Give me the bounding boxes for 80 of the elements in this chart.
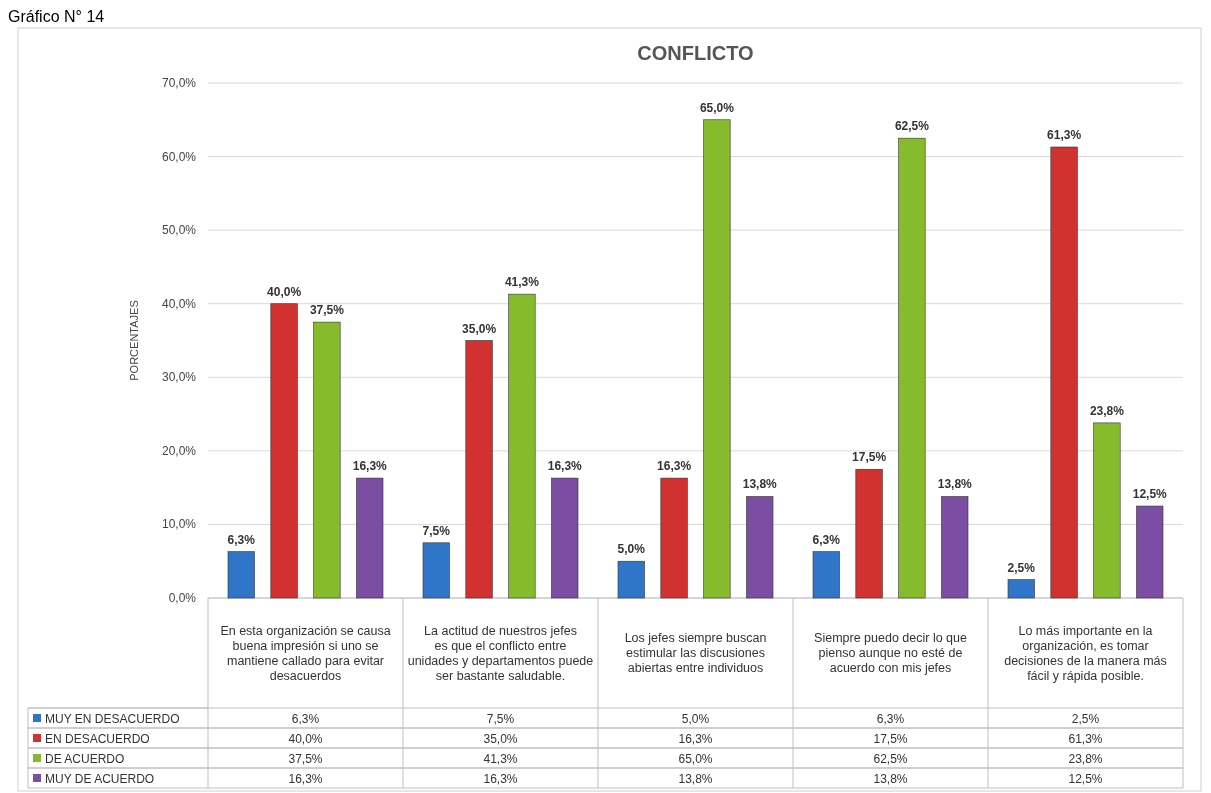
data-label: 41,3% — [483, 751, 518, 766]
bar — [941, 496, 969, 599]
bar — [1050, 146, 1078, 599]
text: 2,5% — [1007, 560, 1035, 575]
bar — [422, 542, 450, 599]
bar — [746, 496, 774, 599]
data-label: 13,8% — [873, 771, 908, 786]
y-tick-label: 20,0% — [161, 443, 197, 458]
y-tick-label: 40,0% — [161, 296, 197, 311]
data-label: 16,3% — [483, 771, 518, 786]
bar — [617, 560, 645, 599]
bar — [356, 477, 384, 599]
y-tick-label: 60,0% — [161, 149, 197, 164]
bar — [855, 468, 883, 599]
text: Gráfico N° 14 — [8, 8, 105, 25]
data-label: 23,8% — [1068, 751, 1103, 766]
data-label: 65,0% — [678, 751, 713, 766]
text: 37,5% — [309, 303, 344, 318]
data-label: 2,5% — [1071, 711, 1100, 726]
text: 16,3% — [352, 459, 387, 474]
bar — [1093, 422, 1121, 599]
data-label: 16,3% — [288, 771, 323, 786]
bar — [812, 551, 840, 599]
data-label: 62,5% — [873, 751, 908, 766]
text: 62,5% — [894, 119, 929, 134]
bar — [313, 321, 341, 599]
y-tick-label: 10,0% — [161, 517, 197, 532]
data-label: 35,0% — [483, 731, 518, 746]
bar — [551, 477, 579, 599]
text: 61,3% — [1047, 128, 1082, 143]
bar — [270, 303, 298, 599]
text: 5,0% — [617, 542, 645, 557]
text: 41,3% — [504, 275, 539, 290]
legend-label: MUY DE ACUERDO — [45, 771, 155, 786]
bar — [703, 119, 731, 599]
text: 40,0% — [267, 284, 302, 299]
y-tick-label: 30,0% — [161, 370, 197, 385]
text: 23,8% — [1089, 403, 1124, 418]
bar — [1136, 505, 1164, 599]
x-tick-label: La actitud de nuestros jefes es que el conflicto entre unidades y departamentos puede ser bastante saludable. — [407, 623, 594, 683]
text: 13,8% — [937, 477, 972, 492]
text: 13,8% — [742, 477, 777, 492]
bar — [508, 293, 536, 599]
data-label: 37,5% — [288, 751, 323, 766]
legend-label: MUY EN DESACUERDO — [45, 711, 180, 726]
text: 35,0% — [462, 321, 497, 336]
data-label: 61,3% — [1068, 731, 1103, 746]
bar — [898, 137, 926, 599]
text: 65,0% — [699, 100, 734, 115]
data-label: 7,5% — [486, 711, 515, 726]
text: 17,5% — [852, 450, 887, 465]
text: 16,3% — [657, 459, 692, 474]
bar — [660, 477, 688, 599]
data-label: 13,8% — [678, 771, 713, 786]
bar — [1007, 579, 1035, 599]
y-axis-title: PORCENTAJES — [128, 300, 140, 381]
x-tick-label: Lo más importante en la organización, es tomar decisiones de la manera más fácil y rápida posible. — [1004, 623, 1167, 683]
data-label: 40,0% — [288, 731, 323, 746]
x-tick-label: Siempre puedo decir lo que pienso aunque no esté de acuerdo con mis jefes — [814, 631, 967, 675]
bar — [465, 340, 493, 599]
y-tick-label: 50,0% — [161, 223, 197, 238]
x-tick-label: Los jefes siempre buscan estimular las discusiones abiertas entre individuos — [624, 631, 767, 675]
data-label: 5,0% — [681, 711, 710, 726]
text: 6,3% — [227, 532, 255, 547]
text: 7,5% — [422, 523, 450, 538]
text: 16,3% — [547, 459, 582, 474]
legend-label: DE ACUERDO — [45, 751, 125, 766]
text: 12,5% — [1132, 487, 1167, 502]
chart-title: CONFLICTO — [637, 42, 754, 64]
y-tick-label: 0,0% — [168, 591, 197, 605]
legend-label: EN DESACUERDO — [45, 731, 150, 746]
bar — [227, 551, 255, 599]
data-label: 6,3% — [291, 711, 320, 726]
x-tick-label: En esta organización se causa buena impresión si uno se mantiene callado para evitar desacuerdos — [220, 623, 391, 683]
data-label: 12,5% — [1068, 771, 1103, 786]
text: 6,3% — [812, 532, 840, 547]
data-label: 6,3% — [876, 711, 905, 726]
y-tick-label: 70,0% — [161, 76, 197, 90]
data-label: 17,5% — [873, 731, 908, 746]
data-label: 16,3% — [678, 731, 713, 746]
